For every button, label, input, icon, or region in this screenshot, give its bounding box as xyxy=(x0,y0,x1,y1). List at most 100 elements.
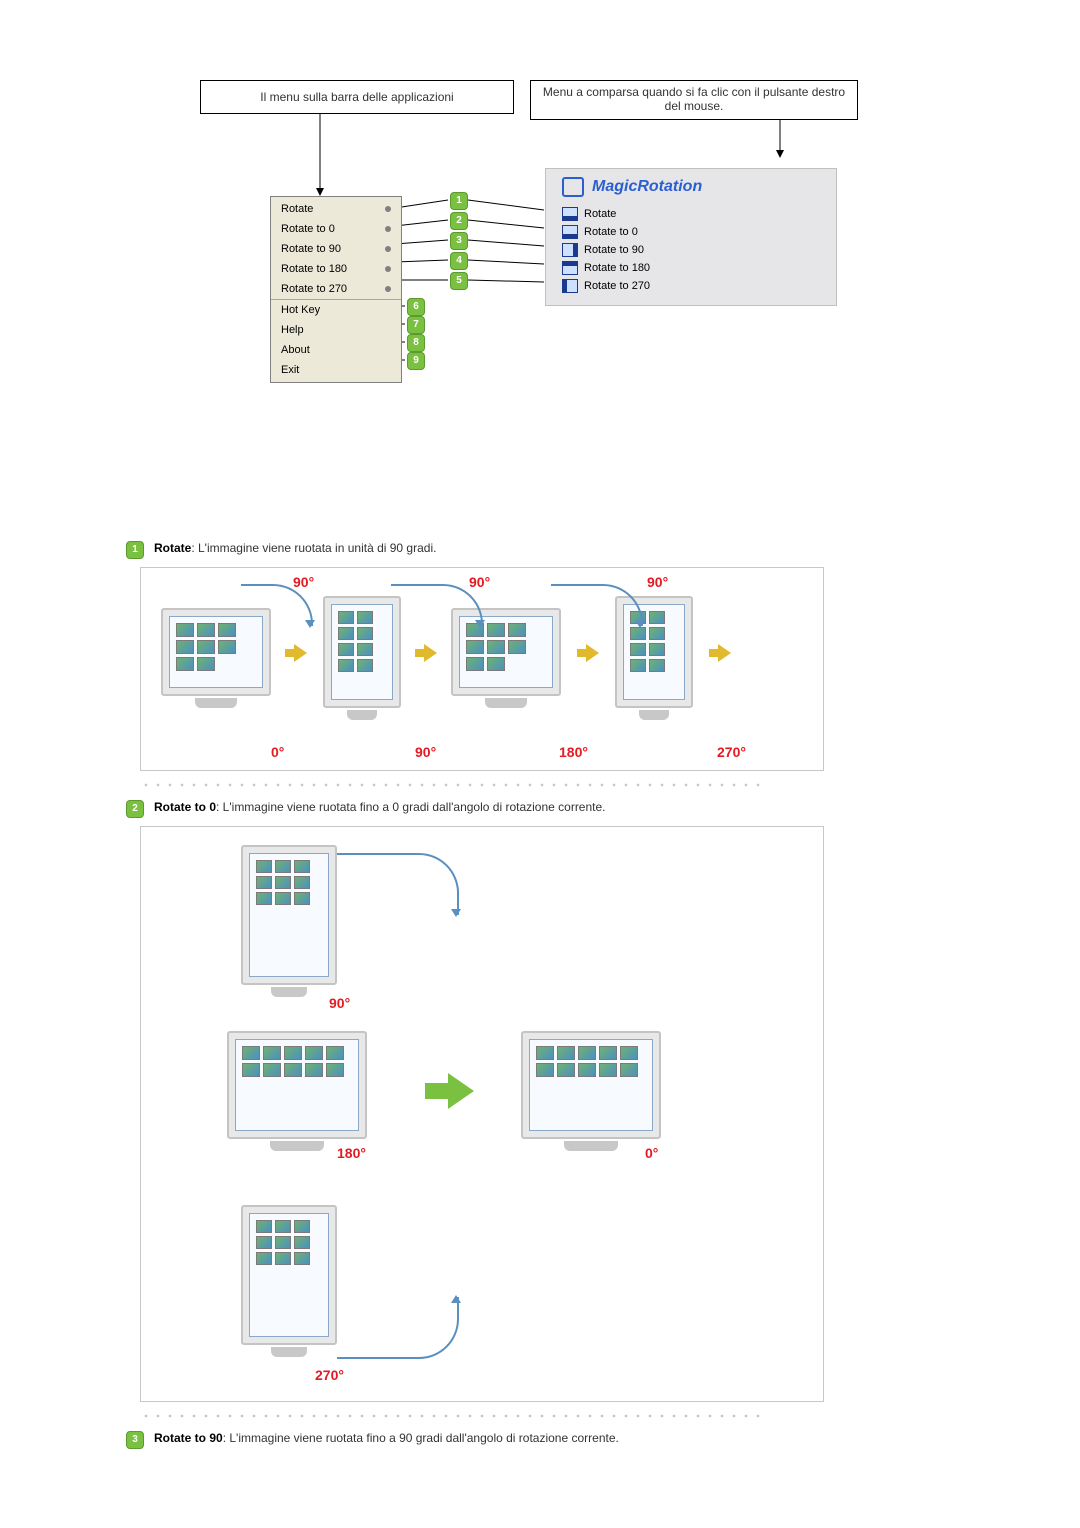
monitor-icon xyxy=(562,177,584,197)
arrow-right-icon xyxy=(285,644,307,662)
menu-item-rotate-90[interactable]: Rotate to 90 xyxy=(271,239,401,259)
context-item-rotate-270[interactable]: Rotate to 270 xyxy=(546,277,836,295)
bullet-icon xyxy=(385,206,391,212)
menu-item-rotate[interactable]: Rotate xyxy=(271,199,401,219)
definition-title: Rotate to 90 xyxy=(154,1431,223,1445)
menu-item-label: Rotate to 270 xyxy=(281,283,347,295)
context-item-label: Rotate to 90 xyxy=(584,244,644,256)
arrow-right-green-icon xyxy=(425,1073,475,1109)
rotate-0-icon xyxy=(562,225,578,239)
rotate-icon xyxy=(562,207,578,221)
definition-title: Rotate xyxy=(154,541,191,555)
context-item-label: Rotate xyxy=(584,208,616,220)
badge-6: 6 xyxy=(407,298,425,316)
arrow-right-icon xyxy=(709,644,731,662)
badge-7: 7 xyxy=(407,316,425,334)
bullet-icon xyxy=(385,266,391,272)
menu-item-label: Hot Key xyxy=(281,304,320,316)
arrow-right-icon xyxy=(577,644,599,662)
badge-1: 1 xyxy=(450,192,468,210)
label-90-1: 90° xyxy=(293,574,314,590)
figure-rotate-to-0: 90° 180° 0° 270° xyxy=(140,826,824,1402)
definition-text: Rotate: L'immagine viene ruotata in unit… xyxy=(154,540,436,557)
menu-item-label: Help xyxy=(281,324,304,336)
label-0: 0° xyxy=(271,744,284,760)
menu-item-hotkey[interactable]: Hot Key xyxy=(271,300,401,320)
context-item-rotate-0[interactable]: Rotate to 0 xyxy=(546,223,836,241)
badge-5: 5 xyxy=(450,272,468,290)
monitor-src-90 xyxy=(241,845,337,985)
dot-separator xyxy=(140,1414,760,1418)
context-item-rotate[interactable]: Rotate xyxy=(546,205,836,223)
bullet-icon xyxy=(385,286,391,292)
badge-3: 3 xyxy=(450,232,468,250)
label-90: 90° xyxy=(415,744,436,760)
header-context: Menu a comparsa quando si fa clic con il… xyxy=(530,80,858,120)
label-270: 270° xyxy=(717,744,746,760)
context-item-label: Rotate to 180 xyxy=(584,262,650,274)
menu-item-label: Rotate to 90 xyxy=(281,243,341,255)
definition-badge: 2 xyxy=(126,800,144,818)
label-src-180: 180° xyxy=(337,1145,366,1161)
curve-arrow-icon xyxy=(337,1297,459,1359)
menu-item-label: Rotate to 180 xyxy=(281,263,347,275)
menu-item-rotate-0[interactable]: Rotate to 0 xyxy=(271,219,401,239)
menu-item-rotate-270[interactable]: Rotate to 270 xyxy=(271,279,401,300)
dot-separator xyxy=(140,783,760,787)
definition-text: Rotate to 90: L'immagine viene ruotata f… xyxy=(154,1430,619,1447)
definition-title: Rotate to 0 xyxy=(154,800,216,814)
badge-9: 9 xyxy=(407,352,425,370)
figure-rotate-steps: 90° 90° 90° 0° 90° 180° 2 xyxy=(140,567,824,771)
menu-item-label: About xyxy=(281,344,310,356)
menu-item-label: Exit xyxy=(281,364,299,376)
menu-item-help[interactable]: Help xyxy=(271,320,401,340)
context-item-label: Rotate to 270 xyxy=(584,280,650,292)
bullet-icon xyxy=(385,226,391,232)
context-item-rotate-180[interactable]: Rotate to 180 xyxy=(546,259,836,277)
bullet-icon xyxy=(385,246,391,252)
menu-item-label: Rotate to 0 xyxy=(281,223,335,235)
definition-badge: 3 xyxy=(126,1431,144,1449)
curve-arrow-icon xyxy=(391,584,483,626)
definition-row-1: 1 Rotate: L'immagine viene ruotata in un… xyxy=(126,540,766,559)
definition-row-3: 3 Rotate to 90: L'immagine viene ruotata… xyxy=(126,1430,766,1449)
curve-arrow-icon xyxy=(337,853,459,915)
curve-arrow-icon xyxy=(241,584,313,626)
top-diagram: Il menu sulla barra delle applicazioni M… xyxy=(200,80,880,400)
label-180: 180° xyxy=(559,744,588,760)
label-90-3: 90° xyxy=(647,574,668,590)
definition-row-2: 2 Rotate to 0: L'immagine viene ruotata … xyxy=(126,799,766,818)
context-item-rotate-90[interactable]: Rotate to 90 xyxy=(546,241,836,259)
page: Il menu sulla barra delle applicazioni M… xyxy=(0,0,1080,1517)
definition-text: Rotate to 0: L'immagine viene ruotata fi… xyxy=(154,799,606,816)
label-src-90: 90° xyxy=(329,995,350,1011)
rotate-270-icon xyxy=(562,279,578,293)
monitor-src-180 xyxy=(227,1031,367,1139)
monitor-src-270 xyxy=(241,1205,337,1345)
rotate-180-icon xyxy=(562,261,578,275)
taskbar-menu: Rotate Rotate to 0 Rotate to 90 Rotate t… xyxy=(270,196,402,383)
badge-2: 2 xyxy=(450,212,468,230)
badge-4: 4 xyxy=(450,252,468,270)
curve-arrow-icon xyxy=(551,584,643,626)
menu-item-exit[interactable]: Exit xyxy=(271,360,401,380)
definition-body: : L'immagine viene ruotata fino a 90 gra… xyxy=(223,1431,619,1445)
menu-item-label: Rotate xyxy=(281,203,313,215)
arrow-right-icon xyxy=(415,644,437,662)
menu-item-about[interactable]: About xyxy=(271,340,401,360)
definition-badge: 1 xyxy=(126,541,144,559)
rotate-90-icon xyxy=(562,243,578,257)
label-result-0: 0° xyxy=(645,1145,658,1161)
label-src-270: 270° xyxy=(315,1367,344,1383)
context-title: MagicRotation xyxy=(546,169,836,201)
monitor-result-0 xyxy=(521,1031,661,1139)
monitor-90 xyxy=(323,596,401,708)
context-title-text: MagicRotation xyxy=(592,178,702,196)
context-menu: MagicRotation Rotate Rotate to 0 Rotate … xyxy=(545,168,837,306)
context-item-label: Rotate to 0 xyxy=(584,226,638,238)
definition-body: : L'immagine viene ruotata fino a 0 grad… xyxy=(216,800,605,814)
menu-item-rotate-180[interactable]: Rotate to 180 xyxy=(271,259,401,279)
label-90-2: 90° xyxy=(469,574,490,590)
header-taskbar: Il menu sulla barra delle applicazioni xyxy=(200,80,514,114)
definition-body: : L'immagine viene ruotata in unità di 9… xyxy=(191,541,436,555)
